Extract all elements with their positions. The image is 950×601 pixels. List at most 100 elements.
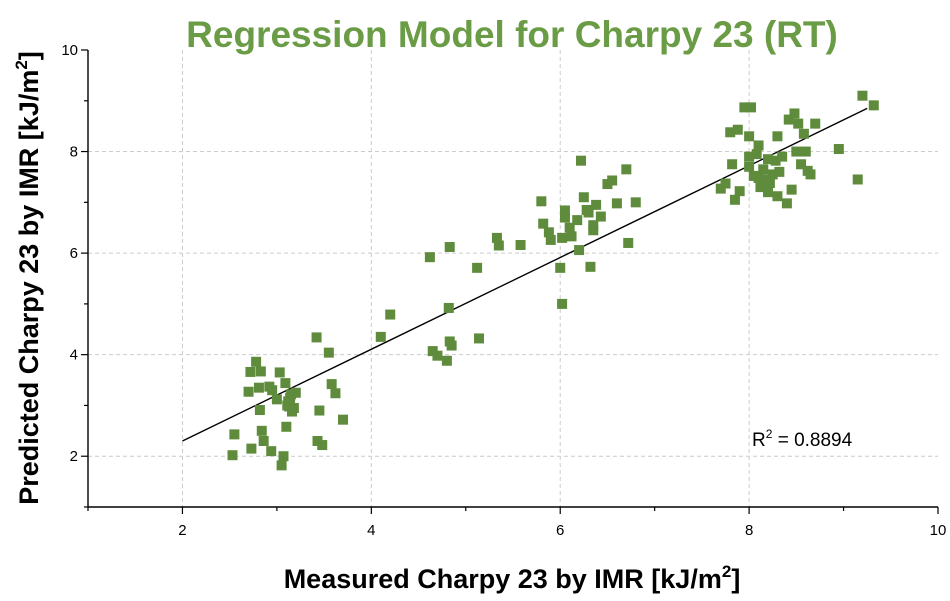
data-point [427,346,438,357]
data-point [326,379,337,390]
data-point [800,146,811,157]
data-point [424,252,435,263]
x-tick-label: 6 [556,522,564,539]
data-point [772,191,783,202]
data-point [555,262,566,273]
data-point [290,387,301,398]
data-point [833,144,844,155]
data-point [764,178,775,189]
y-tick-label: 6 [70,245,78,262]
data-point [311,332,322,343]
data-point [852,174,863,185]
data-point [798,128,809,139]
data-point [578,192,589,203]
data-point [781,198,792,209]
data-point [545,234,556,245]
data-point [772,131,783,142]
data-point [588,225,599,236]
data-point [375,331,386,342]
data-point [474,333,484,344]
data-point [727,159,738,170]
data-point [559,205,570,216]
data-point [793,118,804,129]
data-point [767,169,778,180]
data-point [739,102,750,113]
y-ticks: 2 4 6 8 10 [61,42,88,508]
y-axis-label: Predicted Charpy 23 by IMR [kJ/m2] [12,51,44,505]
x-axis-label-close: ] [731,564,740,594]
data-point [758,176,769,187]
data-point [245,366,256,377]
x-ticks: 2 4 6 8 10 [87,507,947,539]
data-point [446,340,457,351]
data-point [734,186,745,197]
data-point [441,355,452,366]
data-point [576,155,586,166]
data-point [621,164,632,175]
axes [87,50,938,508]
data-point [720,178,731,189]
y-axis-label-sup: 2 [12,60,31,69]
data-point [536,196,547,207]
data-point [253,382,264,393]
data-point [607,175,618,186]
data-point [557,298,568,309]
data-point [574,245,585,256]
data-point [763,187,773,198]
data-point [777,151,788,162]
data-point [585,261,596,272]
data-point [789,108,800,119]
data-point [732,124,743,135]
data-point [538,218,549,229]
data-point [595,211,606,222]
data-point [857,90,868,101]
data-point [493,240,504,251]
y-tick-label: 8 [70,144,78,161]
y-axis-label-main: Predicted Charpy 23 by IMR [kJ/m [14,70,44,505]
data-point [543,227,554,238]
data-point [557,232,568,243]
data-point [274,367,285,378]
r-squared-value: = 0.8894 [772,430,852,451]
x-axis-label: Measured Charpy 23 by IMR [kJ/m2] [284,562,741,594]
data-point [281,421,292,432]
data-point [491,232,502,243]
x-tick-label: 10 [930,522,947,539]
r-squared-annotation: R2 = 0.8894 [752,427,853,451]
y-tick-label: 10 [61,42,78,59]
data-point [317,440,328,451]
data-point [444,242,455,253]
data-point [330,388,341,399]
data-point [271,394,282,405]
data-point [246,443,257,454]
data-point [591,199,602,210]
data-point [278,451,289,462]
data-point [559,212,570,223]
data-point [243,386,254,397]
data-point [805,169,816,180]
x-tick-label: 8 [745,522,753,539]
data-point [744,151,755,162]
data-point [746,102,756,113]
data-point [786,184,797,195]
data-point [229,429,240,440]
r-squared-sup: 2 [766,427,773,441]
data-point [255,366,266,377]
data-point [256,425,267,436]
data-point [251,356,262,367]
x-axis-label-sup: 2 [722,562,731,581]
data-point [266,446,277,457]
data-point [755,182,766,193]
y-tick-label: 2 [70,448,78,465]
data-point [385,309,396,320]
data-point [588,220,599,231]
data-point [630,197,641,208]
data-point [314,405,325,416]
x-axis-label-main: Measured Charpy 23 by IMR [kJ/m [284,564,722,594]
data-point [288,402,299,413]
data-point [258,435,269,446]
x-tick-label: 4 [367,522,375,539]
data-point [515,239,526,250]
data-point [810,118,821,129]
